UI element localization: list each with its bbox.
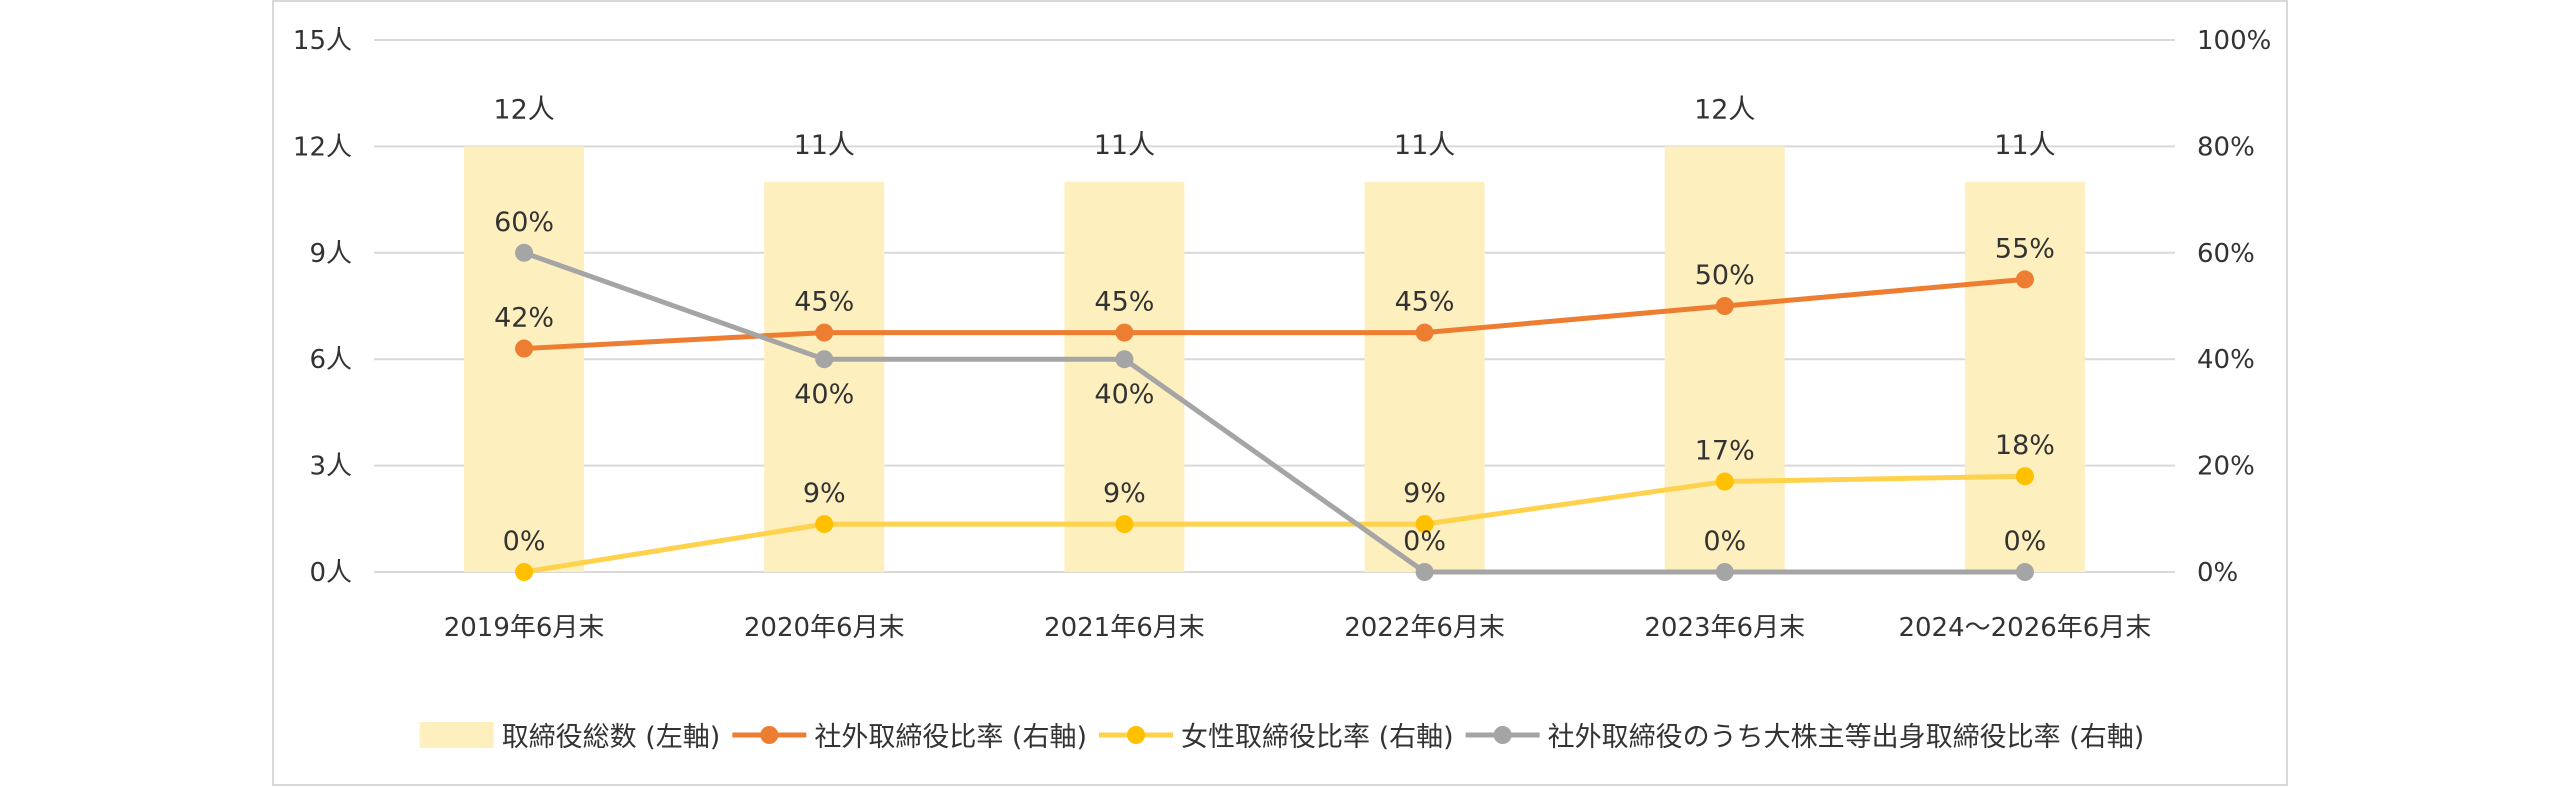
chart-frame: 12人 11人 11人 11人 12人 11人 42% 45% 45% 45% 50% 55% 0% 9%… [272,0,2288,786]
line-data-label: 0% [1703,526,1746,557]
y-left-tick-label: 9人 [309,239,352,269]
x-tick-label: 2022年6月末 [1344,613,1505,643]
line-data-label: 40% [1094,379,1154,410]
line-series [515,243,2034,581]
y-right-tick-label: 60% [2197,239,2255,269]
y-right-tick-label: 80% [2197,132,2255,162]
line-data-label: 9% [803,478,846,509]
bar-data-label: 11人 [1394,130,1455,161]
line-data-label: 0% [1403,526,1446,557]
x-tick-label: 2023年6月末 [1644,613,1805,643]
line-data-label: 18% [1995,430,2055,461]
series-point [1415,515,1434,534]
legend-entry-label: 取締役総数 (左軸) [502,722,721,753]
series-point [515,339,534,358]
bar-data-label: 11人 [794,130,855,161]
bar [1964,181,2085,572]
bar-data-label: 11人 [1094,130,1155,161]
y-left-tick-label: 6人 [309,345,352,375]
gridlines [374,39,2175,573]
bar [764,181,885,572]
line-data-label: 50% [1695,260,1755,291]
series-point [2015,467,2034,486]
x-tick-label: 2019年6月末 [444,613,605,643]
legend-entry-label: 社外取締役比率 (右軸) [814,722,1087,753]
combo-chart: 12人 11人 11人 11人 12人 11人 42% 45% 45% 45% 50% 55% 0% 9%… [293,26,2271,753]
series-point [815,323,834,342]
y-left-tick-label: 3人 [309,452,352,482]
series-point [1415,563,1434,581]
series-point [1715,563,1734,581]
bar [1664,146,1785,572]
bar [1064,181,1185,572]
bar-data-label: 12人 [1694,94,1755,125]
series-point [815,350,834,369]
bar-data-label: 11人 [1994,130,2055,161]
legend-entry-label: 社外取締役のうち大株主等出身取締役比率 (右軸) [1548,722,2145,753]
series-point [1115,515,1134,534]
series-point [1115,323,1134,342]
series-point [815,515,834,534]
data-labels: 12人 11人 11人 11人 12人 11人 42% 45% 45% 45% 50% 55% 0% 9%… [493,94,2055,557]
y-right-tick-label: 100% [2197,26,2271,56]
series-point [1415,323,1434,342]
x-tick-label: 2020年6月末 [744,613,905,643]
x-tick-label: 2021年6月末 [1044,613,1205,643]
legend-swatch-bar [419,722,494,748]
series-point [515,563,534,581]
y-right-tick-label: 0% [2197,558,2238,588]
legend-entry-label: 女性取締役比率 (右軸) [1181,722,1454,753]
line-data-label: 45% [1395,287,1455,318]
y-right-tick-label: 40% [2197,345,2255,375]
bar [464,146,585,572]
y-left-tick-label: 12人 [293,132,352,162]
legend-swatch-marker [760,726,779,744]
line-data-label: 17% [1695,436,1755,467]
legend-swatch-marker [1127,726,1145,744]
line-data-label: 9% [1403,478,1446,509]
axes: 0人 3人 6人 9人 12人 15人 0% 20% 40% 60% 80% 100% 2019年6月末… [293,26,2271,643]
legend-swatch-marker [1493,726,1512,744]
line-data-label: 55% [1995,233,2055,264]
series-point [1715,472,1734,491]
line-data-label: 9% [1103,478,1146,509]
y-left-tick-label: 0人 [309,558,352,588]
series-line [521,250,2028,575]
series-line [521,473,2028,575]
series-line [521,276,2028,352]
series-point [1115,350,1134,369]
bar-series [464,146,2085,572]
line-data-label: 40% [794,379,854,410]
line-data-label: 45% [1094,287,1154,318]
line-data-label: 45% [794,287,854,318]
line-data-label: 0% [503,526,546,557]
legend: 取締役総数 (左軸) 社外取締役比率 (右軸) 女性取締役比率 (右軸) 社外取締役の… [419,722,2145,753]
bar [1364,181,1485,572]
line-data-label: 42% [494,303,554,334]
y-left-tick-label: 15人 [293,26,352,56]
series-point [2015,270,2034,289]
bar-data-label: 12人 [493,94,554,125]
series-point [515,243,534,262]
series-point [1715,297,1734,315]
y-right-tick-label: 20% [2197,452,2255,482]
x-tick-label: 2024～2026年6月末 [1898,613,2151,643]
line-data-label: 60% [494,207,554,238]
line-data-label: 0% [2003,526,2046,557]
series-point [2015,563,2034,581]
